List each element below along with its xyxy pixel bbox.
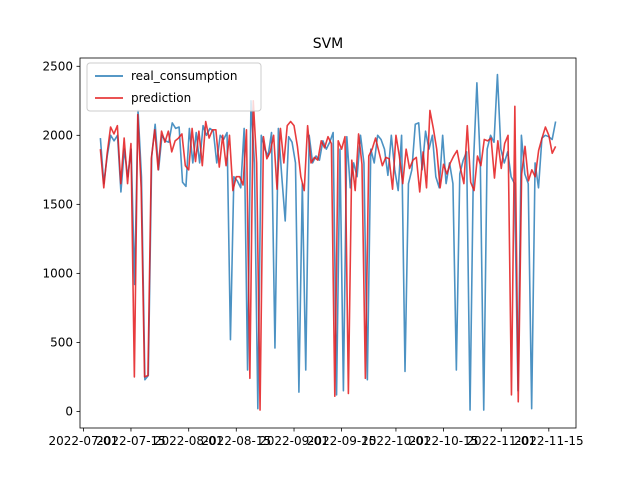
x-tick-label: 2022-11-15 bbox=[514, 434, 584, 448]
legend: real_consumption prediction bbox=[86, 62, 262, 112]
series-line-real-consumption bbox=[99, 73, 557, 411]
axes-frame bbox=[79, 57, 577, 429]
x-tick-label: 2022-08-15 bbox=[201, 434, 271, 448]
x-tick-label: 2022-09-01 bbox=[259, 434, 329, 448]
y-tick-label: 1000 bbox=[42, 266, 73, 280]
legend-label-prediction: prediction bbox=[131, 91, 191, 105]
y-tick-label: 2000 bbox=[42, 128, 73, 142]
x-tick-label: 2022-08-01 bbox=[154, 434, 224, 448]
y-tick-label: 1500 bbox=[42, 197, 73, 211]
chart-title: SVM bbox=[313, 36, 344, 52]
x-tick-label: 2022-07-15 bbox=[96, 434, 166, 448]
y-axis: 0 500 1000 1500 2000 2500 bbox=[42, 59, 80, 418]
plot-area bbox=[79, 57, 577, 429]
x-tick-label: 2022-10-15 bbox=[409, 434, 479, 448]
legend-label-real-consumption: real_consumption bbox=[131, 69, 237, 83]
series-line-prediction bbox=[99, 100, 557, 411]
y-tick-label: 500 bbox=[50, 335, 73, 349]
series-group bbox=[99, 73, 557, 411]
x-tick-label: 2022-09-15 bbox=[307, 434, 377, 448]
x-tick-label: 2022-07-01 bbox=[49, 434, 119, 448]
x-tick-label: 2022-11-01 bbox=[466, 434, 536, 448]
y-tick-label: 0 bbox=[65, 404, 73, 418]
x-tick-label: 2022-10-01 bbox=[361, 434, 431, 448]
legend-box bbox=[86, 62, 262, 112]
x-axis: 2022-07-012022-07-152022-08-012022-08-15… bbox=[49, 428, 584, 448]
y-tick-label: 2500 bbox=[42, 59, 73, 73]
